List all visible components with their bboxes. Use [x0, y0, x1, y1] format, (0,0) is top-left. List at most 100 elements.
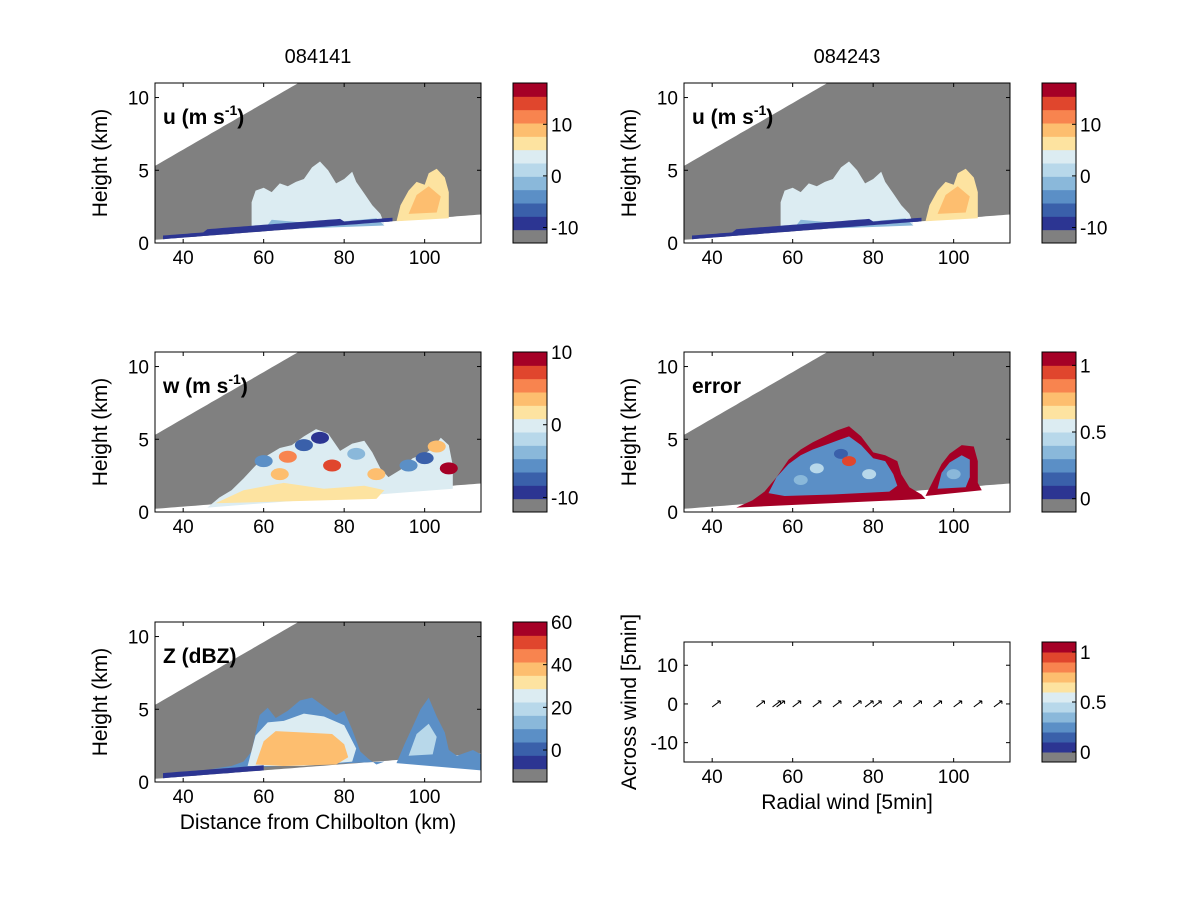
y-tick-label: -10 [651, 734, 678, 755]
colorbar-segment [1042, 652, 1076, 663]
panel-label-text: u (m s [692, 106, 754, 129]
y-axis-label: Across wind [5min] [618, 614, 641, 790]
x-tick-label: 100 [409, 517, 441, 538]
x-tick-label: 100 [409, 787, 441, 808]
colorbar-tick-label: 40 [551, 656, 572, 677]
y-tick-label: 0 [667, 234, 678, 255]
velocity-cell [254, 455, 273, 468]
colorbar-segment [1042, 176, 1076, 191]
colorbar-segment [513, 728, 547, 743]
colorbar-segment [1042, 682, 1076, 693]
colorbar-segment [513, 445, 547, 460]
panel-label-end: ) [766, 106, 773, 129]
x-tick-label: 100 [409, 248, 441, 269]
panel-label-superscript: -1 [228, 371, 241, 387]
axes-frame [683, 641, 1011, 763]
colorbar-segment [513, 123, 547, 137]
panel-label: u (m s-1) [692, 102, 773, 129]
velocity-cell [347, 447, 366, 460]
y-tick-label: 5 [138, 430, 149, 451]
colorbar-segment [513, 418, 547, 433]
panel-wind-vectors: 40 60 80 100 -10 0 10 Across wind [5min] Radial … [618, 614, 1011, 814]
colorbar-segment [513, 378, 547, 393]
colorbar-segment [513, 472, 547, 486]
x-tick-label: 80 [863, 517, 884, 538]
colorbar-segment [513, 392, 547, 406]
y-tick-label: 10 [657, 656, 678, 677]
colorbar-segment [513, 365, 547, 380]
y-tick-label: 0 [138, 234, 149, 255]
axes-frame [154, 82, 482, 244]
x-tick-label: 60 [782, 517, 803, 538]
x-tick-label: 100 [938, 248, 970, 269]
velocity-cell [439, 462, 458, 475]
colorbar-segment [1042, 136, 1076, 151]
column-title-right: 084243 [814, 46, 881, 68]
wind-arrow [953, 700, 963, 708]
colorbar-tick-label: 0.5 [1080, 423, 1106, 444]
colorbar-tick-label: -10 [551, 488, 578, 509]
panel-label-text: error [692, 375, 741, 398]
colorbar-segment [513, 755, 547, 770]
colorbar-segment [513, 136, 547, 151]
colorbar-tick-label: 60 [551, 613, 572, 634]
colorbar-segment [513, 742, 547, 756]
colorbar-segment [513, 648, 547, 663]
axes-frame [683, 82, 1011, 244]
colorbar-tick-label: 0.5 [1080, 693, 1106, 714]
colorbar-segment [1042, 732, 1076, 743]
colorbar-segment [513, 163, 547, 177]
colorbar-segment [513, 189, 547, 204]
x-tick-label: 80 [863, 248, 884, 269]
colorbar-tick-label: 10 [551, 115, 572, 136]
colorbar-tick-label: 0 [1080, 743, 1091, 764]
colorbar-segment [513, 216, 547, 231]
colorbar-frame [512, 82, 548, 244]
error-cell [862, 469, 877, 480]
x-tick-label: 40 [702, 767, 723, 788]
y-axis-label: Height (km) [89, 378, 112, 487]
wind-arrow [864, 700, 874, 708]
masked-region [684, 83, 1010, 240]
y-tick-label: 0 [667, 503, 678, 524]
y-tick-label: 5 [138, 700, 149, 721]
y-tick-label: 5 [667, 161, 678, 182]
wind-arrow [792, 700, 802, 708]
echo-core [255, 731, 349, 766]
error-cell [793, 475, 808, 485]
masked-region [155, 622, 481, 779]
colorbar-tick-label: 0 [1080, 167, 1091, 188]
panel-label-text: Z (dBZ) [163, 645, 236, 668]
velocity-cell [415, 452, 434, 465]
axes-frame [154, 621, 482, 783]
colorbar-frame [1041, 82, 1077, 244]
colorbar-u-084141: 10 0 -10 [512, 82, 578, 244]
colorbar-segment [1042, 712, 1076, 723]
axes-frame [683, 351, 1011, 513]
colorbar-segment [513, 405, 547, 420]
y-tick-label: 5 [138, 161, 149, 182]
colorbar-segment [1042, 498, 1076, 513]
column-title-left: 084141 [285, 46, 352, 68]
colorbar-segment [1042, 672, 1076, 683]
colorbar-frame [512, 621, 548, 783]
velocity-cell [311, 431, 330, 444]
colorbar-segment [513, 109, 547, 124]
colorbar-tick-label: 0 [551, 416, 562, 437]
axes-frame [154, 351, 482, 513]
colorbar-segment [513, 176, 547, 191]
colorbar-segment [513, 702, 547, 716]
colorbar-segment [513, 768, 547, 783]
y-tick-label: 10 [128, 628, 149, 649]
x-tick-label: 60 [782, 767, 803, 788]
y-axis-label: Height (km) [618, 378, 641, 487]
colorbar-segment [1042, 405, 1076, 420]
colorbar-tick-label: 0 [551, 167, 562, 188]
colorbar-segment [513, 688, 547, 703]
error-cell [842, 456, 857, 467]
colorbar-segment [513, 96, 547, 111]
panel-label-superscript: -1 [225, 102, 238, 118]
y-tick-label: 0 [138, 773, 149, 794]
low-level-jet [692, 217, 922, 240]
colorbar-segment [1042, 472, 1076, 486]
